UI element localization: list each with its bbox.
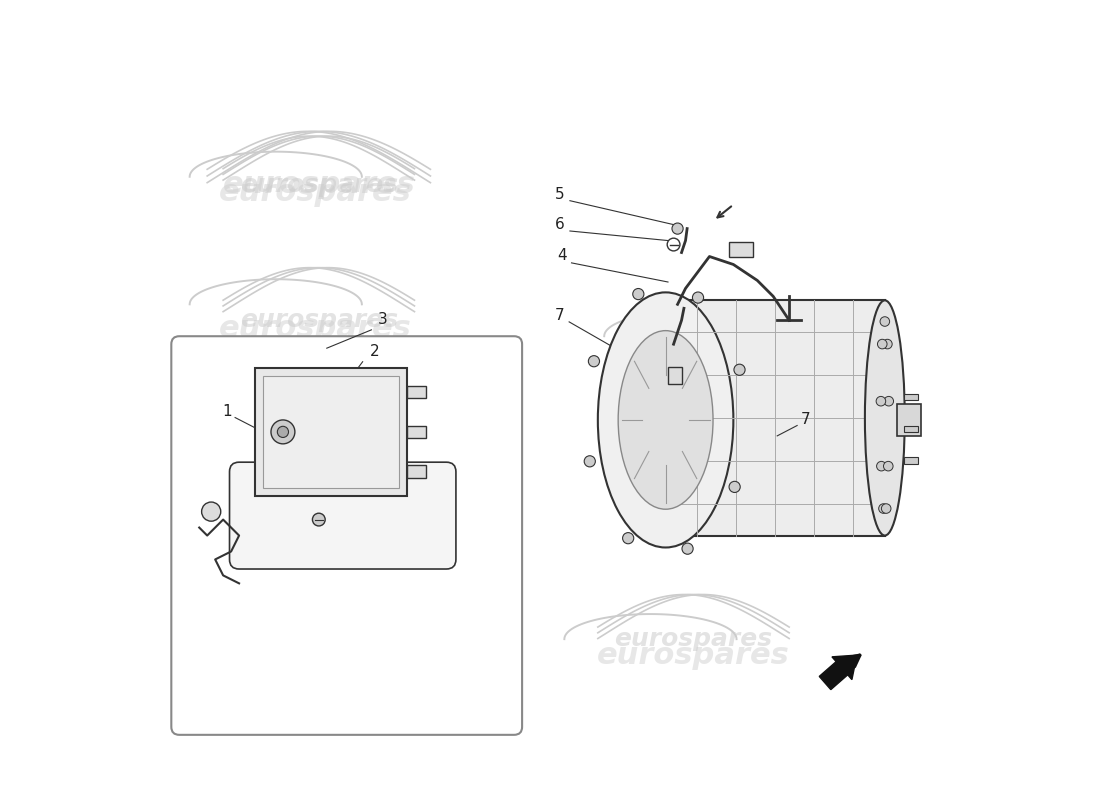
Ellipse shape xyxy=(597,292,734,547)
Bar xyxy=(904,426,918,432)
Bar xyxy=(407,386,427,398)
Circle shape xyxy=(883,462,893,471)
FancyArrow shape xyxy=(820,655,857,690)
Text: 5: 5 xyxy=(554,187,564,202)
Text: eurospares: eurospares xyxy=(222,170,415,199)
Circle shape xyxy=(880,317,890,326)
Bar xyxy=(896,404,921,436)
Circle shape xyxy=(584,456,595,467)
Text: 1: 1 xyxy=(222,404,232,419)
Circle shape xyxy=(729,482,740,493)
Circle shape xyxy=(312,514,326,526)
Circle shape xyxy=(668,238,680,251)
Circle shape xyxy=(876,397,886,406)
Ellipse shape xyxy=(618,330,713,510)
Circle shape xyxy=(877,462,887,471)
Text: eurospares: eurospares xyxy=(219,537,411,566)
Text: eurospares: eurospares xyxy=(219,178,411,207)
FancyBboxPatch shape xyxy=(230,462,455,569)
Circle shape xyxy=(692,292,704,303)
Circle shape xyxy=(879,504,889,514)
Text: 6: 6 xyxy=(554,217,564,231)
Bar xyxy=(407,466,427,478)
Bar xyxy=(904,394,918,400)
Bar xyxy=(904,458,918,464)
Bar xyxy=(668,366,682,384)
Text: 7: 7 xyxy=(801,412,810,427)
Text: eurospares: eurospares xyxy=(219,314,411,342)
Circle shape xyxy=(882,339,892,349)
Circle shape xyxy=(881,504,891,514)
Text: eurospares: eurospares xyxy=(597,641,790,670)
Text: eurospares: eurospares xyxy=(240,308,398,332)
Text: eurospares: eurospares xyxy=(654,356,813,380)
Circle shape xyxy=(201,502,221,521)
Circle shape xyxy=(682,543,693,554)
Text: 3: 3 xyxy=(377,312,387,327)
Circle shape xyxy=(271,420,295,444)
Text: eurospares: eurospares xyxy=(240,555,398,579)
Bar xyxy=(666,300,884,535)
Text: 7: 7 xyxy=(554,308,564,323)
FancyArrow shape xyxy=(191,368,233,410)
Text: 4: 4 xyxy=(557,249,566,263)
Circle shape xyxy=(878,339,887,349)
Bar xyxy=(407,426,427,438)
Bar xyxy=(263,376,398,488)
FancyBboxPatch shape xyxy=(172,336,522,735)
Circle shape xyxy=(588,356,600,366)
Text: eurospares: eurospares xyxy=(615,627,772,651)
Text: 2: 2 xyxy=(370,344,379,359)
Bar xyxy=(729,242,754,257)
Text: eurospares: eurospares xyxy=(240,173,398,197)
Circle shape xyxy=(734,364,745,375)
Text: eurospares: eurospares xyxy=(629,346,822,374)
Circle shape xyxy=(623,533,634,544)
Ellipse shape xyxy=(865,300,905,535)
Circle shape xyxy=(884,397,893,406)
Circle shape xyxy=(632,289,644,300)
Bar xyxy=(255,368,407,496)
Circle shape xyxy=(277,426,288,438)
Circle shape xyxy=(672,223,683,234)
